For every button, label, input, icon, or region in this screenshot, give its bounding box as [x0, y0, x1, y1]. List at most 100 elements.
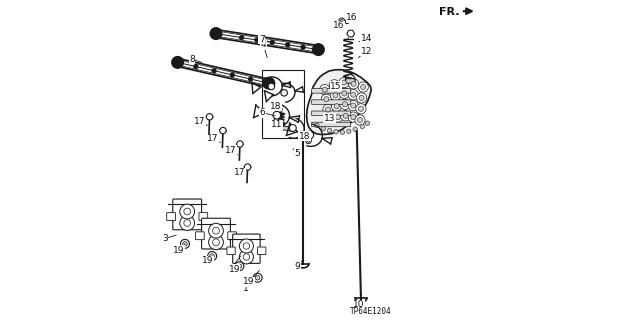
Circle shape: [324, 97, 329, 102]
Circle shape: [351, 81, 356, 86]
Text: 19: 19: [228, 265, 240, 274]
Circle shape: [285, 43, 290, 47]
Text: 3: 3: [163, 234, 168, 243]
FancyBboxPatch shape: [312, 100, 351, 104]
Circle shape: [321, 94, 332, 104]
Circle shape: [339, 18, 344, 24]
Circle shape: [194, 65, 198, 68]
Text: FR.: FR.: [439, 7, 460, 17]
Circle shape: [330, 90, 340, 100]
Circle shape: [351, 92, 356, 97]
Circle shape: [339, 77, 349, 88]
Circle shape: [249, 77, 252, 81]
Polygon shape: [300, 136, 308, 141]
Circle shape: [312, 44, 324, 55]
Text: 9: 9: [295, 262, 300, 271]
Circle shape: [342, 102, 348, 107]
Text: 5: 5: [295, 149, 300, 158]
FancyBboxPatch shape: [202, 218, 230, 249]
Circle shape: [321, 126, 326, 131]
Text: 12: 12: [361, 47, 372, 56]
Circle shape: [340, 19, 343, 22]
Circle shape: [346, 20, 349, 24]
Circle shape: [351, 115, 356, 120]
Circle shape: [212, 239, 220, 246]
Circle shape: [180, 239, 189, 248]
Circle shape: [237, 141, 243, 147]
Circle shape: [320, 84, 330, 95]
Text: 19: 19: [243, 277, 255, 286]
Circle shape: [339, 88, 349, 99]
Circle shape: [240, 36, 243, 39]
FancyBboxPatch shape: [312, 89, 351, 93]
Text: 16: 16: [333, 21, 344, 30]
Circle shape: [180, 204, 195, 219]
Circle shape: [359, 95, 364, 100]
Text: 16: 16: [346, 13, 358, 22]
FancyBboxPatch shape: [233, 234, 260, 263]
Circle shape: [360, 84, 366, 90]
Circle shape: [184, 220, 191, 227]
Circle shape: [349, 79, 359, 89]
Circle shape: [333, 93, 338, 98]
Circle shape: [306, 131, 314, 139]
Text: 2: 2: [227, 266, 232, 275]
FancyBboxPatch shape: [257, 247, 266, 254]
Circle shape: [207, 252, 216, 260]
Text: 17: 17: [234, 168, 245, 177]
Circle shape: [278, 108, 281, 111]
Circle shape: [353, 127, 357, 132]
Text: 14: 14: [361, 34, 372, 43]
Circle shape: [210, 254, 214, 258]
Circle shape: [306, 138, 312, 144]
Circle shape: [346, 21, 348, 23]
Circle shape: [332, 82, 337, 87]
Circle shape: [184, 208, 191, 215]
Circle shape: [253, 273, 262, 282]
FancyBboxPatch shape: [312, 122, 351, 127]
Circle shape: [281, 90, 287, 96]
Circle shape: [340, 130, 344, 134]
Circle shape: [348, 100, 358, 111]
Circle shape: [347, 129, 351, 133]
Text: 11: 11: [271, 120, 282, 129]
Circle shape: [230, 73, 234, 77]
Circle shape: [239, 250, 253, 264]
Circle shape: [212, 227, 220, 234]
Circle shape: [342, 80, 347, 85]
FancyBboxPatch shape: [312, 111, 351, 116]
FancyBboxPatch shape: [227, 247, 236, 254]
Text: 13: 13: [324, 114, 335, 123]
Circle shape: [183, 242, 188, 246]
Circle shape: [358, 82, 369, 92]
Circle shape: [220, 127, 226, 134]
Circle shape: [365, 121, 370, 125]
Circle shape: [212, 69, 216, 73]
Circle shape: [206, 114, 212, 120]
Text: 17: 17: [195, 117, 205, 126]
Circle shape: [209, 235, 223, 250]
Circle shape: [270, 41, 275, 44]
FancyBboxPatch shape: [199, 212, 207, 220]
FancyBboxPatch shape: [346, 79, 355, 83]
Text: 18: 18: [299, 132, 310, 141]
Circle shape: [235, 262, 244, 271]
Circle shape: [326, 107, 331, 112]
Text: 15: 15: [330, 82, 342, 91]
Circle shape: [351, 103, 356, 108]
Circle shape: [329, 80, 339, 90]
Circle shape: [324, 115, 335, 125]
Circle shape: [255, 38, 259, 42]
Circle shape: [335, 115, 340, 120]
Circle shape: [244, 164, 251, 170]
Circle shape: [243, 254, 250, 260]
Circle shape: [314, 123, 319, 128]
Circle shape: [342, 91, 347, 96]
FancyBboxPatch shape: [196, 232, 204, 240]
Circle shape: [263, 77, 275, 89]
Circle shape: [323, 87, 328, 92]
Circle shape: [289, 124, 296, 132]
Text: 19: 19: [173, 246, 185, 255]
Text: 1: 1: [243, 284, 248, 293]
Circle shape: [343, 113, 348, 118]
